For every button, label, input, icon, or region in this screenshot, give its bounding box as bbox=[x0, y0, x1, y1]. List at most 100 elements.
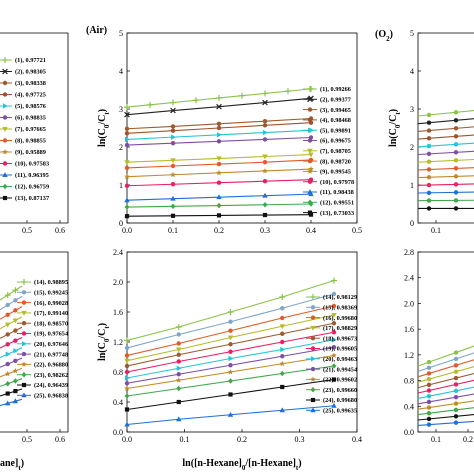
data-point bbox=[216, 94, 222, 101]
data-point bbox=[331, 377, 337, 382]
series-10 bbox=[124, 377, 337, 412]
data-point bbox=[171, 134, 176, 140]
data-point bbox=[453, 198, 459, 203]
data-point bbox=[124, 353, 130, 358]
series-11 bbox=[124, 201, 314, 210]
y-tick-label: 3 bbox=[119, 105, 123, 114]
data-point bbox=[331, 330, 337, 335]
y-tick-label: 2.4 bbox=[113, 248, 123, 257]
x-axis-title: ln([n-Hexane]0/[n-Hexane]t) bbox=[182, 458, 301, 472]
legend-marker-1 bbox=[307, 96, 313, 103]
legend-label: (11), 0.96395 bbox=[15, 172, 49, 179]
data-point bbox=[216, 103, 222, 110]
legend-marker-1 bbox=[2, 68, 8, 75]
series-1 bbox=[417, 352, 474, 372]
legend-label: (19), 0.99605 bbox=[323, 346, 357, 353]
legend-label: (14), 0.98129 bbox=[323, 294, 357, 301]
legend-label: (3), 0.98338 bbox=[15, 80, 46, 87]
legend: (1), 0.99266 (2), 0.99377 (3), 0.99465 (4),… bbox=[303, 86, 354, 217]
data-point bbox=[170, 124, 176, 129]
y-tick-label: 2 bbox=[119, 143, 123, 152]
data-point bbox=[331, 313, 337, 318]
data-point bbox=[176, 385, 182, 392]
series-1 bbox=[0, 295, 23, 311]
panel-o2-bottom-partial: 0.0 0.4 0.8 1.2 1.6 2.0 2.4 2.8 0.1 0.2 bbox=[404, 248, 474, 444]
x-tick-label: 0.0 bbox=[122, 435, 132, 444]
y-tick-label: 1.6 bbox=[113, 308, 123, 317]
plot-frame bbox=[417, 32, 474, 224]
data-point bbox=[124, 131, 130, 136]
data-point bbox=[279, 407, 285, 413]
legend-marker-10 bbox=[21, 382, 27, 388]
series-5 bbox=[417, 379, 474, 394]
data-point bbox=[279, 324, 285, 330]
series-7 bbox=[0, 357, 23, 368]
legend-label: (24), 0.96439 bbox=[34, 382, 68, 389]
data-point bbox=[13, 348, 19, 354]
legend-marker-0 bbox=[21, 279, 27, 285]
legend-marker-4 bbox=[21, 321, 27, 326]
legend-marker-6 bbox=[307, 148, 313, 154]
legend-label: (13), 0.87137 bbox=[15, 195, 49, 202]
data-point bbox=[176, 365, 182, 371]
legend-marker-8 bbox=[21, 361, 27, 367]
series-5 bbox=[124, 330, 337, 375]
legend-label: (4), 0.98468 bbox=[320, 117, 351, 124]
data-point bbox=[124, 407, 130, 412]
series-5 bbox=[0, 337, 23, 349]
series-7 bbox=[124, 157, 314, 171]
series-6 bbox=[417, 386, 474, 399]
series-line bbox=[417, 175, 474, 179]
data-point bbox=[12, 367, 19, 374]
series-2 bbox=[0, 306, 23, 320]
y-tick-label: 3 bbox=[410, 105, 414, 114]
data-point bbox=[426, 376, 432, 382]
legend-label: (23), 0.98262 bbox=[34, 372, 68, 379]
data-point bbox=[125, 136, 130, 143]
series-10 bbox=[417, 190, 474, 196]
legend-marker-11 bbox=[2, 183, 8, 190]
data-point bbox=[227, 369, 234, 375]
data-point bbox=[453, 414, 459, 419]
series-1 bbox=[417, 118, 474, 125]
data-point bbox=[170, 171, 176, 178]
series-line bbox=[417, 150, 474, 156]
series-line bbox=[0, 306, 23, 320]
data-point bbox=[426, 422, 432, 427]
y-axis-title: ln(C0/Ct) bbox=[97, 109, 111, 147]
series-line bbox=[0, 337, 23, 349]
data-point bbox=[453, 190, 459, 195]
series-line bbox=[0, 357, 23, 368]
legend-marker-8 bbox=[310, 376, 316, 382]
legend-label: (7), 0.97665 bbox=[15, 126, 46, 133]
y-tick-label: 2 bbox=[410, 143, 414, 152]
data-point bbox=[13, 328, 18, 333]
data-point bbox=[216, 194, 222, 200]
legend-label: (12), 0.96759 bbox=[15, 184, 49, 191]
data-point bbox=[262, 154, 268, 160]
legend-label: (8), 0.98855 bbox=[15, 138, 46, 145]
data-point bbox=[124, 337, 130, 344]
legend-label: (6), 0.99675 bbox=[320, 138, 351, 145]
data-point bbox=[228, 355, 234, 362]
legend-label: (25), 0.99635 bbox=[323, 408, 357, 415]
series-10 bbox=[417, 414, 474, 422]
y-tick-label: 1 bbox=[410, 181, 414, 190]
legend-marker-9 bbox=[2, 161, 8, 166]
data-point bbox=[331, 291, 337, 297]
series-6 bbox=[0, 347, 23, 359]
data-point bbox=[426, 371, 432, 376]
series-7 bbox=[124, 345, 337, 386]
y-tick-label: 5 bbox=[119, 29, 123, 38]
legend-label: (23), 0.99660 bbox=[323, 387, 357, 394]
data-point bbox=[216, 202, 222, 209]
series-4 bbox=[124, 321, 337, 369]
data-point bbox=[124, 104, 130, 111]
data-point bbox=[176, 399, 181, 405]
data-point bbox=[332, 337, 337, 343]
series-9 bbox=[0, 378, 23, 387]
series-9 bbox=[417, 407, 474, 416]
data-point bbox=[124, 183, 130, 188]
series-line bbox=[0, 285, 23, 301]
legend-marker-5 bbox=[307, 138, 313, 143]
